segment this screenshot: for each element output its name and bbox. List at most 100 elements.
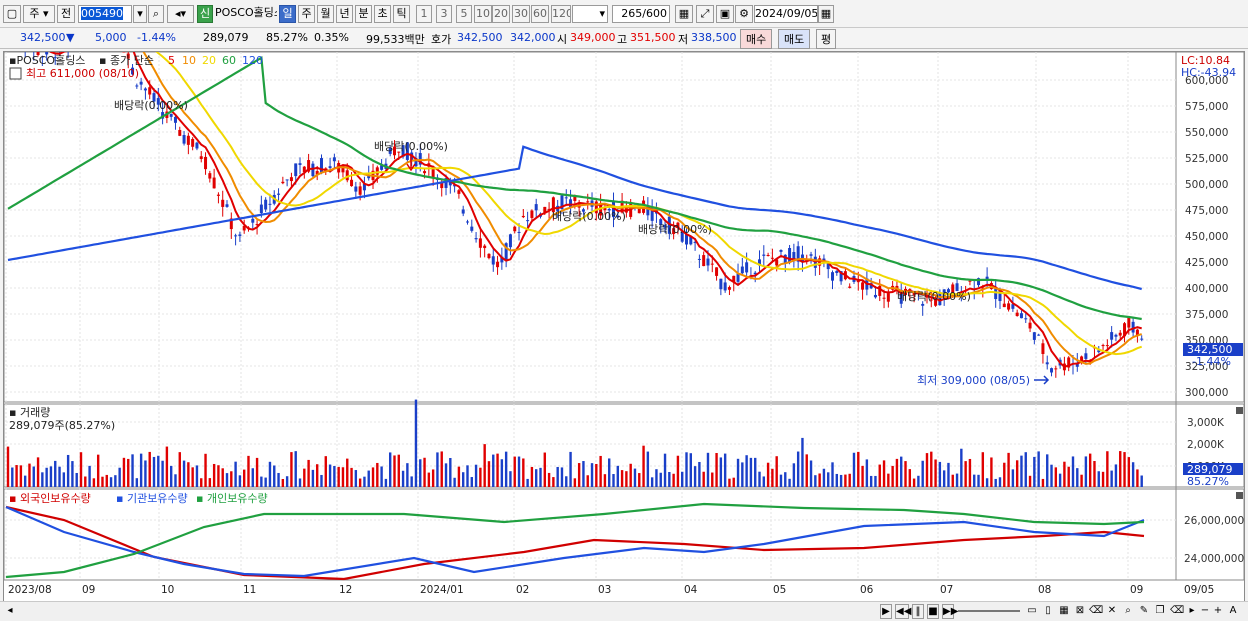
x-tick-label: 07: [940, 584, 953, 596]
candle-body: [753, 272, 757, 275]
candle-body: [332, 157, 336, 162]
volume-bar: [333, 465, 336, 487]
candle-body: [513, 226, 517, 232]
candle-body: [1135, 329, 1139, 337]
volume-bar: [835, 473, 839, 487]
period-unit-select[interactable]: 주 ▾: [23, 5, 55, 23]
candle-body: [212, 177, 216, 189]
search-icon[interactable]: ⌕: [148, 5, 164, 23]
ruler-icon[interactable]: ⊠: [1075, 605, 1085, 616]
volume-bar: [217, 465, 220, 487]
minute-option-20[interactable]: 20: [492, 5, 510, 23]
volume-bar: [930, 451, 933, 487]
candle-body: [143, 88, 147, 91]
font-size-icon[interactable]: A: [1229, 605, 1237, 616]
volume-bar: [414, 399, 418, 487]
sell-button[interactable]: 매도: [778, 29, 811, 49]
chart-svg[interactable]: 2023/08 09 10 11 12 2024/01 02 03 04 05 06 07 08 09 09…: [3, 12, 1245, 602]
sound-icon[interactable]: ◂▾: [167, 5, 194, 23]
volume-bar: [728, 478, 731, 487]
screenshot-icon[interactable]: ▭: [1027, 605, 1037, 616]
candle-body: [766, 254, 770, 256]
volume-bar: [1088, 453, 1092, 487]
volume-bar: [212, 463, 216, 487]
minute-option-10[interactable]: 10: [474, 5, 492, 23]
candle-body: [1037, 334, 1041, 336]
balance-button[interactable]: 평: [816, 29, 837, 49]
volume-bar: [1084, 456, 1088, 487]
period-tab-2[interactable]: 주: [298, 5, 315, 23]
copy-icon[interactable]: ❐: [1155, 605, 1165, 616]
period-tab-1[interactable]: 일: [279, 5, 296, 23]
chart-area[interactable]: 2023/08 09 10 11 12 2024/01 02 03 04 05 06 07 08 09 09…: [3, 12, 1245, 603]
magnify-icon[interactable]: ⌕: [1125, 605, 1131, 616]
count-input[interactable]: 265/600: [612, 5, 670, 23]
volume-bar: [891, 465, 894, 487]
volume-bar: [1007, 452, 1010, 487]
minute-option-30[interactable]: 30: [512, 5, 530, 23]
candle-body: [392, 146, 396, 156]
period-tab-5[interactable]: 분: [355, 5, 372, 23]
stop-icon[interactable]: ■: [927, 604, 939, 619]
menu-icon[interactable]: ▢: [3, 5, 21, 23]
volume-bar: [582, 461, 585, 487]
zoom-out-icon[interactable]: −: [1200, 605, 1210, 616]
pencil-icon[interactable]: ✎: [1139, 605, 1149, 616]
volume-bar: [1011, 469, 1015, 487]
zoom-slider[interactable]: [958, 604, 1020, 619]
prev-button[interactable]: 전: [57, 5, 75, 23]
date-input[interactable]: 2024/09/05: [754, 5, 818, 23]
step-forward-icon[interactable]: ▶▶: [942, 604, 959, 619]
indicator-icon[interactable]: ▦: [675, 5, 693, 23]
moving-averages: [7, 21, 1143, 368]
step-back-icon[interactable]: ◀◀: [895, 604, 912, 619]
volume-bar: [925, 453, 929, 487]
gear-icon[interactable]: ⚙: [735, 5, 753, 23]
cross-icon[interactable]: ✕: [1107, 605, 1117, 616]
period-tab-7[interactable]: 틱: [393, 5, 410, 23]
code-dropdown-icon[interactable]: ▾: [133, 5, 147, 23]
minute-option-5[interactable]: 5: [456, 5, 472, 23]
volume-bar: [633, 468, 637, 487]
candle-body: [715, 267, 719, 276]
volume-bar: [492, 454, 495, 487]
minute-option-1[interactable]: 1: [416, 5, 432, 23]
volume-bar: [732, 477, 735, 487]
volume-bar: [882, 460, 886, 487]
candle-body: [1118, 332, 1122, 336]
period-tab-6[interactable]: 초: [374, 5, 391, 23]
eraser-icon[interactable]: ⌫: [1089, 605, 1104, 616]
volume-bar: [543, 452, 546, 487]
volume-bar: [427, 472, 431, 487]
minute-option-120[interactable]: 120: [551, 5, 571, 23]
scroll-left-icon[interactable]: ◂: [7, 605, 13, 616]
current-price: 342,500: [20, 31, 66, 44]
ma-period-10: 10: [182, 54, 196, 67]
volume-bar: [625, 471, 628, 487]
scroll-right-icon[interactable]: ▸: [1189, 605, 1195, 616]
zoom-in-icon[interactable]: +: [1213, 605, 1223, 616]
volume-bar: [942, 470, 946, 487]
stock-code-input[interactable]: 005490: [78, 5, 132, 23]
period-tab-4[interactable]: 년: [336, 5, 353, 23]
period-tab-3[interactable]: 월: [317, 5, 334, 23]
extra-select[interactable]: ▾: [572, 5, 608, 23]
trend-tool-icon[interactable]: ⤢: [696, 5, 714, 23]
play-icon[interactable]: ▶: [880, 604, 892, 619]
volume-bar: [410, 476, 413, 487]
minute-option-3[interactable]: 3: [436, 5, 452, 23]
compare-icon[interactable]: ▯: [1045, 605, 1051, 616]
volume-bar: [182, 460, 186, 487]
calendar-icon[interactable]: ▦: [818, 5, 834, 23]
layout-icon[interactable]: ▦: [1059, 605, 1069, 616]
save-icon[interactable]: ▣: [716, 5, 734, 23]
buy-button[interactable]: 매수: [740, 29, 773, 49]
candle-body: [139, 81, 143, 85]
volume-bar: [401, 470, 405, 487]
volume-bars: [6, 399, 1143, 487]
erase-all-icon[interactable]: ⌫: [1170, 605, 1185, 616]
pause-icon[interactable]: ‖: [912, 604, 924, 619]
minute-option-60[interactable]: 60: [531, 5, 549, 23]
candle-body: [792, 252, 796, 260]
volume-bar: [960, 448, 963, 487]
